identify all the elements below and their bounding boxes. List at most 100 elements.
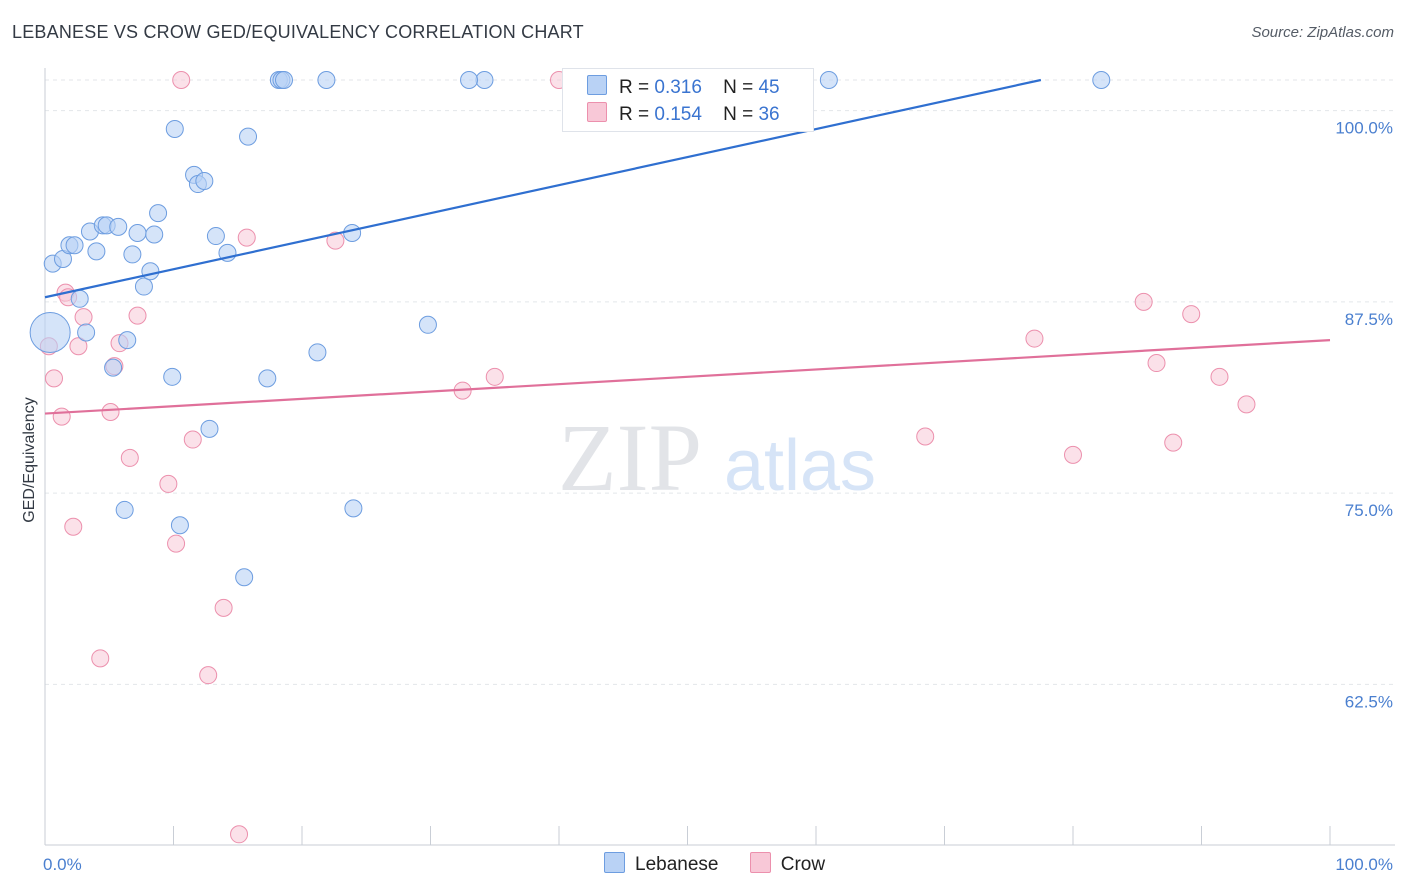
- lebanese-point: [123, 245, 142, 264]
- lebanese-n-label: N =: [723, 77, 754, 98]
- lebanese-point: [258, 369, 277, 388]
- crow-point: [44, 369, 63, 388]
- legend-label-lebanese: Lebanese: [635, 854, 719, 875]
- lebanese-point: [65, 236, 84, 255]
- lebanese-point: [308, 343, 327, 362]
- crow-point: [52, 407, 71, 426]
- stats-legend: R = 0.316 N = 45 R = 0.154 N = 36: [562, 68, 814, 132]
- lebanese-point: [418, 315, 437, 334]
- lebanese-point: [118, 331, 137, 350]
- source-credit: Source: ZipAtlas.com: [1251, 24, 1394, 41]
- legend-item-crow: Crow: [749, 852, 826, 876]
- crow-swatch: [587, 102, 607, 122]
- legend-row-crow: R = 0.154 N = 36: [587, 102, 780, 128]
- series-legend: Lebanese Crow: [604, 852, 851, 876]
- lebanese-point: [165, 119, 184, 138]
- crow-point: [237, 228, 256, 247]
- lebanese-point: [475, 71, 494, 89]
- crow-point: [916, 427, 935, 446]
- x-tick-label-min: 0.0%: [43, 855, 82, 874]
- legend-swatch-crow: [749, 852, 771, 873]
- crow-point: [172, 71, 191, 89]
- lebanese-point: [145, 225, 164, 244]
- lebanese-point: [141, 262, 160, 281]
- lebanese-point: [134, 277, 153, 296]
- crow-point: [1025, 329, 1044, 348]
- y-tick-label: 87.5%: [1345, 310, 1393, 329]
- crow-point: [91, 649, 110, 668]
- lebanese-point: [343, 224, 362, 242]
- crow-trend-line: [44, 339, 1331, 415]
- crow-point: [69, 337, 88, 356]
- watermark-zip: ZIP: [558, 404, 702, 511]
- watermark: ZIP atlas: [558, 404, 876, 511]
- crow-point: [1134, 292, 1153, 311]
- lebanese-point: [206, 227, 225, 246]
- y-axis-label: GED/Equivalency: [21, 397, 38, 522]
- crow-r-label: R =: [619, 104, 650, 125]
- crow-point: [214, 598, 233, 617]
- chart-title: LEBANESE VS CROW GED/EQUIVALENCY CORRELA…: [12, 22, 584, 42]
- crow-point: [1147, 354, 1166, 373]
- crow-point: [1237, 395, 1256, 414]
- lebanese-point: [70, 289, 89, 308]
- lebanese-point: [275, 71, 294, 89]
- lebanese-point: [104, 358, 123, 377]
- y-tick-label: 62.5%: [1345, 692, 1393, 711]
- axes: [44, 68, 1395, 846]
- gridlines: [45, 79, 1395, 685]
- lebanese-point: [115, 500, 134, 519]
- lebanese-point: [128, 224, 147, 242]
- crow-point: [485, 367, 504, 386]
- crow-point: [167, 534, 186, 553]
- crow-point: [326, 231, 345, 250]
- crow-point: [159, 474, 178, 493]
- watermark-atlas: atlas: [724, 426, 876, 506]
- crow-point: [1182, 305, 1201, 324]
- crow-point: [1064, 445, 1082, 464]
- lebanese-point: [109, 217, 128, 236]
- x-tick-label-max: 100.0%: [1335, 855, 1393, 874]
- lebanese-trend-line: [44, 78, 1042, 299]
- lebanese-swatch: [587, 75, 607, 95]
- crow-point: [183, 430, 202, 449]
- crow-point: [1164, 433, 1183, 452]
- lebanese-point: [77, 323, 96, 342]
- crow-n-label: N =: [723, 104, 754, 125]
- lebanese-point: [1092, 71, 1111, 89]
- crow-points: [39, 71, 1256, 844]
- legend-swatch-lebanese: [604, 852, 625, 873]
- lebanese-point: [317, 71, 336, 89]
- crow-point: [128, 306, 147, 325]
- legend-row-lebanese: R = 0.316 N = 45: [587, 75, 780, 101]
- crow-r-value: 0.154: [654, 104, 702, 125]
- lebanese-r-value: 0.316: [654, 77, 702, 98]
- crow-point: [74, 308, 93, 327]
- lebanese-point: [149, 204, 168, 223]
- trend-lines: [44, 78, 1331, 415]
- lebanese-point: [87, 242, 106, 261]
- crow-point: [1210, 367, 1229, 386]
- lebanese-r-label: R =: [619, 77, 650, 98]
- lebanese-point-large: [29, 311, 71, 353]
- legend-item-lebanese: Lebanese: [604, 852, 718, 876]
- crow-point: [230, 825, 249, 844]
- lebanese-points: [29, 71, 1111, 587]
- y-tick-label: 100.0%: [1335, 119, 1393, 138]
- lebanese-n-value: 45: [758, 77, 780, 98]
- lebanese-point: [163, 367, 182, 386]
- crow-point: [199, 666, 218, 685]
- lebanese-point: [235, 568, 254, 587]
- lebanese-point: [200, 419, 219, 438]
- lebanese-point: [460, 71, 479, 89]
- crow-point: [101, 403, 120, 422]
- crow-point: [120, 448, 139, 467]
- y-tick-label: 75.0%: [1345, 501, 1393, 520]
- axis-labels: 62.5% 75.0% 87.5% 100.0% 0.0% 100.0% GED/Equiv…: [21, 119, 1393, 874]
- legend-label-crow: Crow: [780, 854, 826, 875]
- lebanese-point: [819, 71, 838, 89]
- lebanese-point: [170, 516, 189, 535]
- lebanese-point: [239, 127, 258, 146]
- crow-point: [64, 517, 83, 536]
